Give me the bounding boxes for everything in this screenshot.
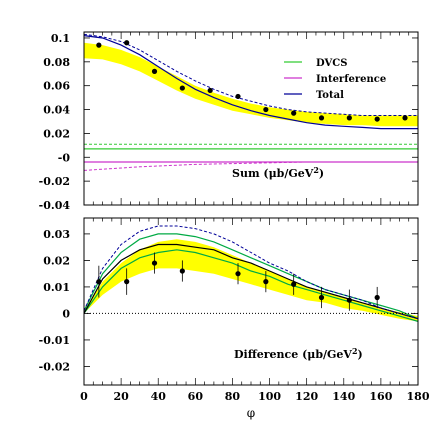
sum-label-unit: (μb/GeV (263, 167, 313, 180)
difference-label-sup: 2 (352, 346, 358, 356)
difference-data-point (96, 279, 102, 285)
difference-series-curve-0-solid (84, 233, 418, 320)
sum-data-point (207, 87, 213, 94)
xtick-label: 140 (332, 390, 355, 403)
sum-label-sup: 2 (313, 165, 319, 175)
legend-label-dvcs: DVCS (316, 58, 347, 69)
legend-label-total: Total (316, 90, 344, 101)
xtick-label: 80 (225, 390, 241, 403)
difference-label-close: ) (358, 348, 363, 361)
sum-data-point (179, 85, 185, 91)
sum-data-point (402, 115, 408, 121)
legend: DVCS Interference Total (284, 58, 386, 101)
difference-panel-label: Difference (μb/GeV2) (234, 346, 363, 361)
difference-series-curve-2-solid (84, 243, 418, 320)
sum-ytick-label: -0.04 (39, 199, 71, 212)
difference-data-point (291, 281, 297, 287)
sum-data-point (124, 40, 130, 46)
xtick-label: 0 (80, 390, 88, 403)
xtick-label: 40 (151, 390, 167, 403)
sum-uncertainty-band (84, 42, 418, 127)
sum-data-point (318, 115, 325, 121)
difference-data-point (235, 271, 241, 277)
difference-ytick-label: -0.01 (39, 334, 70, 347)
difference-series-curve-3-dashed (84, 225, 418, 320)
difference-panel: 0.03 0.02 0.01 0 -0.01 -0.02 Difference (μb/Ge… (39, 217, 419, 386)
difference-ytick-label: 0.03 (43, 228, 70, 241)
xtick-label: 160 (369, 390, 392, 403)
sum-panel: 0.1 0.08 0.06 0.04 0.02 -0 -0.02 -0.04 Sum (μb/G… (39, 31, 419, 212)
sum-ytick-label: 0.02 (43, 127, 70, 140)
difference-data-point (179, 268, 185, 274)
sum-series-curve-1-dashed (84, 33, 418, 116)
sum-ytick-label: -0.02 (39, 175, 70, 188)
difference-plot-area (84, 225, 418, 322)
difference-series-curve-1-solid (84, 249, 418, 322)
difference-uncertainty-band (84, 239, 418, 322)
sum-data-point (151, 68, 158, 74)
sum-ytick-label: 0.04 (43, 104, 70, 117)
difference-ytick-label: 0 (62, 307, 70, 320)
difference-data-point (124, 279, 130, 285)
difference-data-point (263, 279, 269, 285)
difference-label-unit: (μb/GeV (302, 348, 352, 361)
difference-data-point (374, 294, 380, 301)
sum-ytick-label: 0.06 (43, 80, 70, 93)
difference-data-point (151, 260, 158, 266)
sum-panel-label: Sum (μb/GeV2) (232, 165, 324, 180)
sum-data-point (263, 106, 269, 113)
xtick-label: 120 (295, 390, 318, 403)
sum-data-point (291, 110, 297, 116)
x-axis: 0 20 40 60 80 100 120 140 160 180 φ (80, 390, 430, 420)
sum-data-point (235, 93, 241, 100)
sum-data-point (374, 116, 380, 122)
sum-label-name: Sum (232, 167, 263, 180)
xtick-label: 20 (113, 390, 129, 403)
difference-label-name: Difference (234, 348, 302, 361)
difference-data-point (346, 297, 352, 303)
sum-plot-area (84, 33, 418, 171)
difference-ytick-label: -0.02 (39, 360, 70, 373)
sum-ytick-label: -0 (58, 151, 71, 164)
xtick-label: 60 (188, 390, 204, 403)
x-axis-title: φ (247, 406, 255, 420)
difference-data-point (318, 294, 325, 301)
sum-series-total-solid (84, 35, 418, 130)
sum-ytick-label: 0.1 (51, 32, 70, 45)
sum-data-point (346, 115, 352, 121)
sum-data-point (96, 42, 102, 48)
difference-ytick-label: 0.01 (43, 281, 70, 294)
sum-ytick-label: 0.08 (43, 56, 70, 69)
legend-label-interference: Interference (316, 74, 386, 85)
xtick-label: 100 (258, 390, 281, 403)
difference-ytick-label: 0.02 (43, 254, 70, 267)
xtick-label: 180 (407, 390, 430, 403)
sum-series-curve-5-dashed (84, 161, 418, 171)
sum-label-close: ) (319, 167, 324, 180)
